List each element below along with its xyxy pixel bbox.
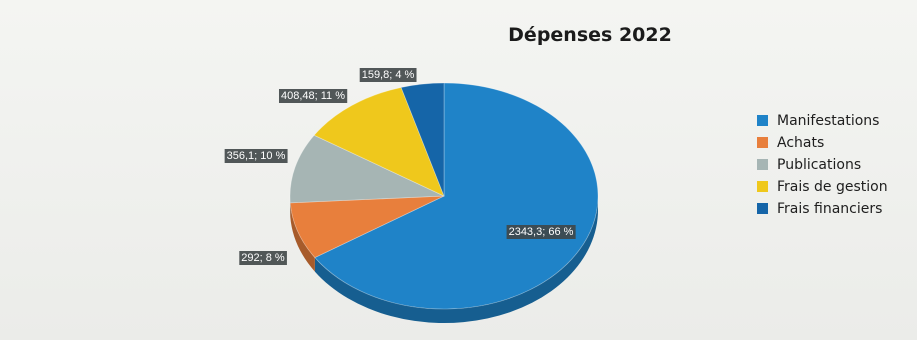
data-label-text: 2343,3; 66 % (509, 226, 574, 238)
data-label-background (239, 251, 287, 265)
data-label-background (278, 89, 348, 103)
data-label-text: 408,48; 11 % (281, 90, 345, 102)
legend-label: Frais de gestion (777, 179, 888, 195)
legend-item-publications: Publications (757, 157, 861, 173)
data-label-background (506, 225, 576, 239)
legend-swatch (757, 115, 768, 126)
data-label-background (224, 149, 288, 163)
slice-achats (289, 195, 445, 259)
slice-manifestations (314, 82, 599, 310)
legend-item-frais-de-gestion: Frais de gestion (757, 179, 888, 195)
data-labels: 2343,3; 66 % 292; 8 % 356,1; 10 % 408,48; 1… (224, 68, 576, 265)
slice-frais-de-gestion (313, 87, 445, 197)
data-label-achats: 292; 8 % (239, 251, 287, 265)
slice-frais-financiers (400, 82, 445, 197)
slice-manifestations-side (314, 196, 598, 324)
legend-swatch (757, 137, 768, 148)
legend-label: Achats (777, 135, 824, 151)
legend-label: Manifestations (777, 113, 879, 129)
data-label-manifestations: 2343,3; 66 % (506, 225, 576, 239)
legend-swatch (757, 159, 768, 170)
data-label-frais-de-gestion: 408,48; 11 % (278, 89, 348, 103)
legend-item-manifestations: Manifestations (757, 113, 879, 129)
legend-label: Frais financiers (777, 201, 882, 217)
slice-achats-side (290, 202, 315, 272)
legend-label: Publications (777, 157, 861, 173)
data-label-text: 159,8; 4 % (362, 69, 415, 81)
legend: Manifestations Achats Publications Frais de… (757, 113, 888, 217)
data-label-text: 356,1; 10 % (227, 150, 286, 162)
legend-item-achats: Achats (757, 135, 824, 151)
legend-swatch (757, 181, 768, 192)
slice-publications (289, 134, 445, 204)
data-label-text: 292; 8 % (241, 252, 285, 264)
legend-swatch (757, 203, 768, 214)
data-label-publications: 356,1; 10 % (224, 149, 288, 163)
chart-title: Dépenses 2022 (508, 24, 672, 46)
data-label-frais-financiers: 159,8; 4 % (359, 68, 417, 82)
data-label-background (359, 68, 417, 82)
pie-slices (289, 82, 599, 324)
legend-item-frais-financiers: Frais financiers (757, 201, 882, 217)
